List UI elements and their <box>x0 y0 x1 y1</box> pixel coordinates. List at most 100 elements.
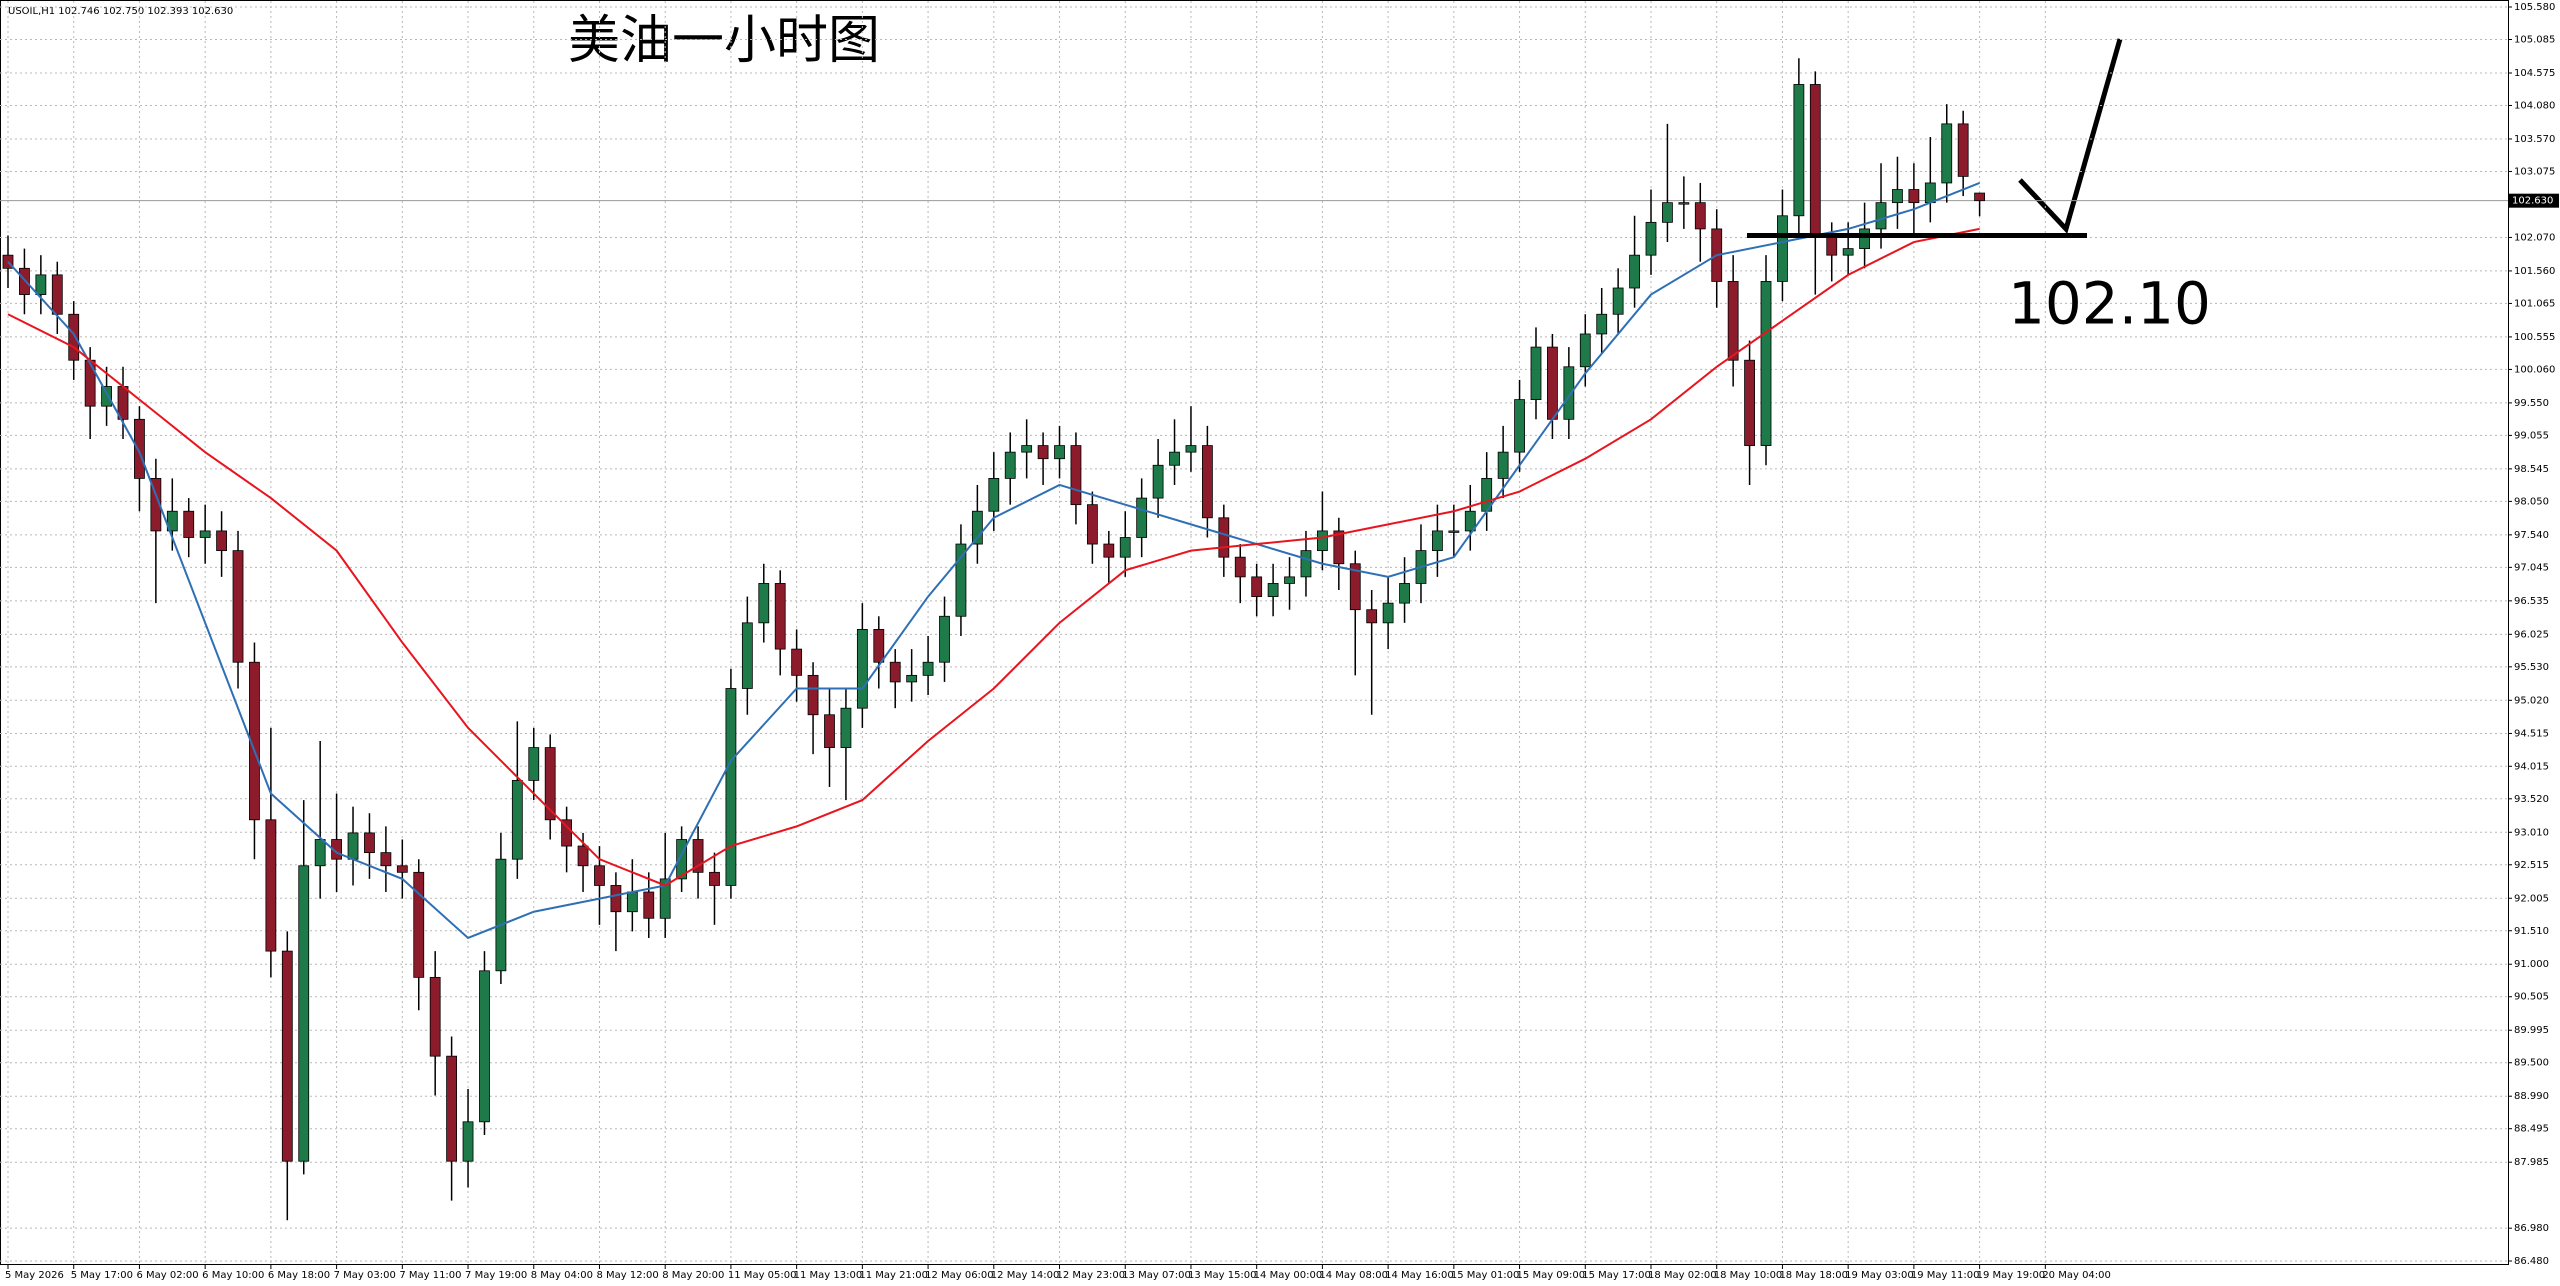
y-tick-label: 92.515 <box>2514 860 2549 871</box>
candle-body <box>511 780 523 860</box>
x-tick-label: 11 May 05:00 <box>728 1270 797 1281</box>
candle-body <box>1941 123 1953 184</box>
x-tick-label: 8 May 20:00 <box>662 1270 724 1281</box>
x-tick-label: 11 May 13:00 <box>794 1270 863 1281</box>
candle-body <box>1464 510 1476 532</box>
y-tick-label: 97.540 <box>2514 530 2549 541</box>
candle-body <box>134 418 145 479</box>
y-tick-label: 96.025 <box>2514 629 2549 640</box>
candle-body <box>216 530 227 552</box>
y-tick-label: 98.545 <box>2514 464 2549 475</box>
y-tick-label: 104.080 <box>2514 100 2555 111</box>
candle-body <box>758 583 770 624</box>
y-tick-label: 104.575 <box>2514 68 2555 79</box>
candle-body <box>413 871 425 978</box>
candle-body <box>692 839 704 873</box>
candle-body <box>1119 537 1131 558</box>
y-tick-label: 96.535 <box>2514 596 2549 607</box>
candle-body <box>1054 445 1065 460</box>
candle-body <box>1892 189 1903 204</box>
candle-body <box>1694 202 1706 230</box>
drawn-arrow <box>2018 38 2123 234</box>
y-tick-label: 86.980 <box>2514 1223 2549 1234</box>
candle-body <box>1514 399 1525 453</box>
candle-body <box>51 274 63 315</box>
candle-body <box>1333 530 1345 565</box>
candle-body <box>1645 221 1657 256</box>
candle-body <box>1826 235 1838 256</box>
candle-body <box>183 510 195 538</box>
candle-body <box>84 359 96 407</box>
y-tick-label: 100.555 <box>2514 332 2555 343</box>
candle-body <box>1908 189 1920 204</box>
y-tick-label: 95.530 <box>2514 662 2549 673</box>
x-tick-label: 13 May 07:00 <box>1122 1270 1191 1281</box>
candle-body <box>1349 563 1361 611</box>
candle-body <box>906 674 918 683</box>
x-tick-label: 15 May 09:00 <box>1517 1270 1586 1281</box>
candle-body <box>1530 346 1542 401</box>
x-tick-label: 7 May 11:00 <box>399 1270 461 1281</box>
x-tick-label: 5 May 17:00 <box>71 1270 133 1281</box>
candle-body <box>988 477 1000 512</box>
x-tick-label: 6 May 10:00 <box>202 1270 264 1281</box>
candle-body <box>1399 583 1410 604</box>
candle-body <box>1103 543 1115 558</box>
y-tick-label: 89.995 <box>2514 1025 2549 1036</box>
y-tick-label: 91.510 <box>2514 926 2549 937</box>
y-tick-label: 89.500 <box>2514 1058 2549 1069</box>
x-tick-label: 15 May 17:00 <box>1582 1270 1651 1281</box>
y-tick-label: 94.015 <box>2514 761 2549 772</box>
candle-body <box>1547 346 1558 420</box>
level-label: 102.10 <box>2008 270 2211 338</box>
candle-body <box>265 819 277 952</box>
y-tick-label: 87.985 <box>2514 1157 2549 1168</box>
candle-body <box>1662 202 1673 223</box>
candle-body <box>364 832 375 854</box>
current-price-box <box>2509 193 2559 208</box>
x-tick-label: 15 May 01:00 <box>1451 1270 1520 1281</box>
y-tick-label: 86.480 <box>2514 1256 2549 1267</box>
x-tick-label: 6 May 02:00 <box>136 1270 198 1281</box>
candle-body <box>791 648 803 676</box>
candle-body <box>824 714 835 748</box>
candle-body <box>889 661 901 683</box>
candle-body <box>281 950 293 1162</box>
y-tick-label: 99.550 <box>2514 398 2549 409</box>
candle-body <box>1021 445 1033 453</box>
candle-body <box>594 865 605 886</box>
y-tick-label: 100.060 <box>2514 364 2555 375</box>
chart-header: USOIL,H1 102.746 102.750 102.393 102.630 <box>8 6 233 17</box>
candle-body <box>1612 287 1624 315</box>
candle-body <box>643 891 655 919</box>
plot-frame <box>0 0 2509 1265</box>
candle-body <box>725 688 737 886</box>
candle-body <box>1563 366 1575 420</box>
candle-body <box>1251 576 1263 597</box>
moving-average-line <box>7 227 1980 887</box>
x-tick-label: 6 May 18:00 <box>268 1270 330 1281</box>
x-tick-label: 18 May 02:00 <box>1648 1270 1717 1281</box>
candle-body <box>396 865 408 873</box>
candle-body <box>774 583 786 650</box>
candle-body <box>1185 445 1197 453</box>
x-tick-label: 8 May 12:00 <box>596 1270 658 1281</box>
x-tick-label: 14 May 00:00 <box>1254 1270 1323 1281</box>
x-tick-label: 19 May 11:00 <box>1911 1270 1980 1281</box>
y-tick-label: 88.495 <box>2514 1124 2549 1135</box>
y-tick-label: 93.520 <box>2514 794 2549 805</box>
x-tick-label: 13 May 15:00 <box>1188 1270 1257 1281</box>
y-tick-label: 98.050 <box>2514 496 2549 507</box>
y-tick-label: 88.990 <box>2514 1091 2549 1102</box>
candle-body <box>1957 123 1969 177</box>
candle-body <box>544 747 556 821</box>
y-tick-label: 102.070 <box>2514 232 2555 243</box>
candle-body <box>19 267 30 295</box>
x-tick-label: 8 May 04:00 <box>531 1270 593 1281</box>
candle-body <box>1317 530 1328 552</box>
x-tick-label: 12 May 14:00 <box>991 1270 1060 1281</box>
candle-body <box>1218 517 1230 558</box>
y-tick-label: 99.055 <box>2514 430 2549 441</box>
candle-body <box>1366 609 1378 624</box>
y-tick-label: 101.560 <box>2514 266 2555 277</box>
